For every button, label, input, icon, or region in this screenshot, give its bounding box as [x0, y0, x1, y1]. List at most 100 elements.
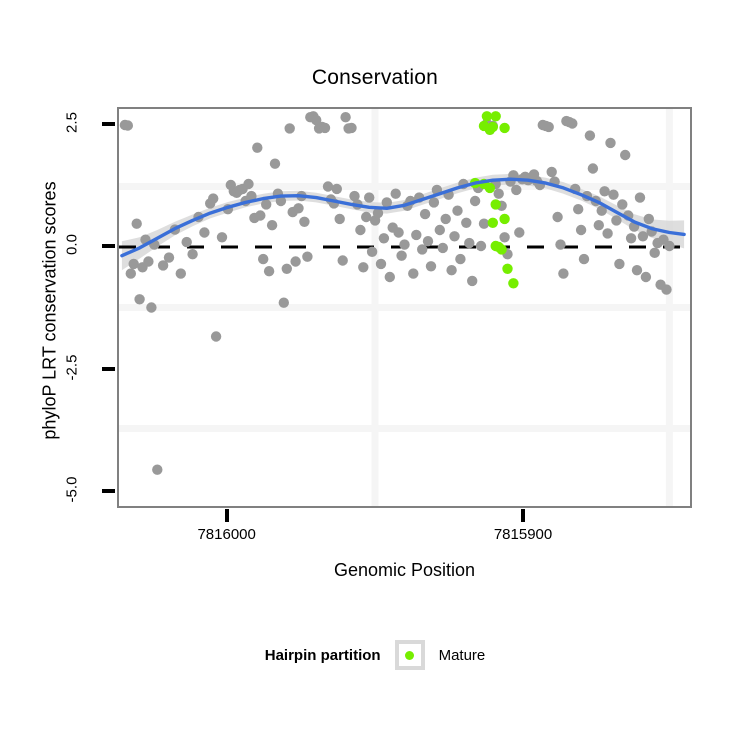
data-point [611, 215, 622, 226]
data-point [366, 246, 378, 257]
data-point [375, 258, 387, 270]
data-point [246, 190, 257, 202]
data-point [252, 142, 263, 153]
data-point [216, 232, 228, 243]
data-point [475, 240, 487, 252]
data-point [411, 229, 422, 241]
data-point [643, 213, 654, 225]
data-point [331, 183, 342, 195]
data-point [381, 197, 392, 208]
data-point [634, 192, 646, 203]
data-point [281, 263, 292, 274]
data-point [593, 220, 604, 231]
data-point [269, 158, 281, 169]
data-point [337, 255, 348, 266]
data-point [131, 218, 142, 229]
data-point [125, 268, 136, 279]
legend-marker-dot [405, 650, 415, 660]
x-tick-mark [521, 509, 526, 522]
data-point [478, 218, 490, 229]
data-point [440, 213, 451, 225]
data-point [393, 227, 404, 238]
data-point [575, 224, 587, 236]
data-point [378, 233, 390, 244]
data-point [625, 233, 637, 244]
data-point [437, 242, 448, 254]
data-point [617, 199, 628, 210]
data-point [637, 231, 649, 242]
data-point [258, 253, 269, 265]
data-point [408, 268, 419, 279]
data-point [490, 199, 501, 210]
data-point [361, 211, 372, 223]
data-point [649, 247, 660, 258]
data-point [163, 252, 175, 263]
plot-panel [117, 107, 692, 508]
data-point [469, 195, 481, 207]
data-point [299, 216, 310, 227]
data-point [263, 266, 275, 277]
data-point [599, 186, 610, 197]
data-point [487, 217, 498, 228]
data-point [578, 253, 590, 265]
data-point [496, 244, 507, 255]
data-point [340, 112, 351, 123]
data-point [355, 224, 366, 236]
data-point [243, 178, 254, 190]
series-mature [469, 111, 519, 289]
data-point [364, 192, 375, 203]
data-point [428, 197, 440, 208]
data-point [143, 256, 154, 267]
data-point [508, 278, 519, 289]
data-point [122, 120, 133, 131]
data-point [134, 294, 145, 305]
y-tick-label: -5.0 [63, 476, 81, 503]
data-point [319, 122, 331, 134]
data-point [210, 331, 222, 342]
data-point [311, 114, 322, 126]
data-point [396, 250, 407, 261]
data-point [464, 237, 475, 249]
loess-trend-line [120, 177, 686, 258]
x-tick-label: 7816000 [197, 526, 256, 543]
y-tick-label: 2.5 [63, 112, 81, 134]
x-axis-label: Genomic Position [333, 560, 476, 580]
data-point [640, 271, 652, 283]
data-point [664, 240, 675, 252]
data-point [390, 188, 401, 199]
data-point [422, 236, 434, 247]
data-point [452, 205, 463, 216]
data-point [302, 251, 313, 262]
data-point [602, 228, 613, 239]
data-point [334, 213, 345, 225]
data-point [467, 275, 478, 287]
data-point [555, 239, 566, 250]
data-point [608, 189, 619, 200]
data-point [152, 464, 163, 475]
plot-canvas [119, 109, 690, 506]
data-point [128, 258, 139, 270]
data-point [499, 232, 510, 243]
data-point [322, 181, 334, 192]
legend-key-mature[interactable] [394, 640, 425, 670]
data-point [187, 249, 198, 260]
data-point [293, 203, 304, 214]
data-point [490, 111, 501, 122]
data-point [446, 265, 457, 276]
data-point [255, 210, 266, 221]
y-tick-mark [102, 488, 115, 493]
data-point [584, 130, 596, 141]
y-tick-label: 0.0 [63, 234, 81, 256]
data-point [484, 124, 496, 135]
data-point [449, 231, 460, 242]
data-point [461, 217, 472, 228]
data-point [419, 208, 431, 220]
data-point [284, 123, 295, 134]
data-point [261, 199, 272, 210]
data-point [543, 121, 554, 133]
data-point [481, 111, 493, 122]
data-point [484, 182, 496, 194]
data-point [275, 195, 287, 207]
data-point [208, 193, 219, 204]
